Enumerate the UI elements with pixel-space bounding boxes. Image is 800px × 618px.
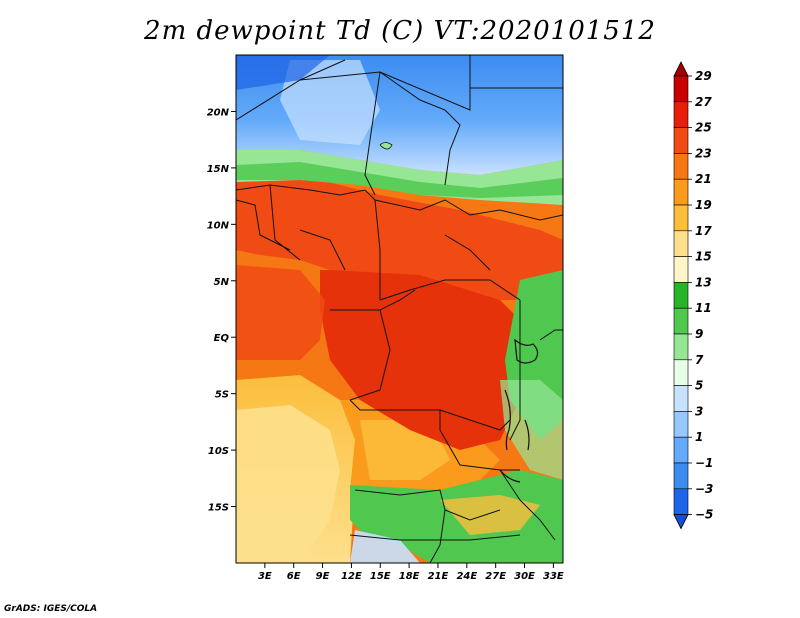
colorbar-label: 19 bbox=[695, 198, 712, 212]
southwest-light bbox=[350, 530, 420, 563]
lon-tick-label: 30E bbox=[514, 571, 535, 582]
colorbar-segment bbox=[673, 436, 689, 464]
lat-tick-label: 10S bbox=[208, 446, 229, 457]
lat-tick-label: 5S bbox=[215, 390, 229, 401]
colorbar-segment bbox=[673, 75, 689, 103]
colorbar-label: 25 bbox=[695, 121, 712, 135]
congo-basin-field bbox=[320, 270, 540, 450]
lon-tick-label: 33E bbox=[543, 571, 564, 582]
lat-tick-label: 5N bbox=[214, 277, 230, 288]
lon-tick-label: 27E bbox=[485, 571, 506, 582]
zambia-orange-patch bbox=[440, 495, 540, 535]
colorbar-label: 3 bbox=[695, 404, 703, 418]
grads-credit: GrADS: IGES/COLA bbox=[4, 604, 98, 614]
colorbar-segment bbox=[673, 307, 689, 335]
colorbar-segment bbox=[673, 333, 689, 361]
longitude-axis: 3E 6E 9E 12E 15E 18E 21E 24E 27E 30E 33E bbox=[258, 563, 564, 582]
colorbar-segment bbox=[673, 204, 689, 232]
dewpoint-field bbox=[236, 55, 563, 563]
colorbar-label: −3 bbox=[695, 482, 713, 496]
colorbar-label: 11 bbox=[695, 301, 712, 315]
colorbar-label: 17 bbox=[695, 224, 712, 238]
colorbar-label: 9 bbox=[695, 327, 703, 341]
colorbar-segment bbox=[673, 178, 689, 206]
lon-tick-label: 21E bbox=[428, 571, 449, 582]
colorbar-label: 5 bbox=[695, 379, 703, 393]
colorbar-label: −5 bbox=[695, 508, 713, 522]
lat-tick-label: 20N bbox=[207, 107, 230, 118]
colorbar-label: 15 bbox=[695, 250, 712, 264]
chart-title: 2m dewpoint Td (C) VT:2020101512 bbox=[144, 16, 656, 46]
lat-tick-label: 15N bbox=[207, 164, 230, 175]
sahara-light-patch bbox=[280, 60, 380, 145]
colorbar-segment bbox=[673, 411, 689, 438]
colorbar-segment bbox=[673, 127, 689, 154]
colorbar-label: 13 bbox=[695, 275, 712, 289]
lon-tick-label: 24E bbox=[456, 571, 477, 582]
colorbar-label: 7 bbox=[695, 353, 704, 367]
lon-tick-label: 18E bbox=[399, 571, 420, 582]
lake-chad bbox=[379, 142, 393, 150]
lon-tick-label: 9E bbox=[316, 571, 330, 582]
colorbar-segment bbox=[673, 153, 689, 180]
colorbar-label: 29 bbox=[695, 69, 712, 83]
colorbar-segment bbox=[673, 462, 689, 490]
sahel-green bbox=[236, 162, 563, 198]
gulf-guinea-field bbox=[236, 265, 325, 360]
colorbar-segment bbox=[673, 230, 689, 257]
map-frame bbox=[235, 54, 564, 564]
colorbar-segment bbox=[673, 256, 689, 283]
lon-tick-label: 6E bbox=[287, 571, 301, 582]
colorbar-label: 23 bbox=[695, 146, 712, 160]
sahara-dark-patch bbox=[236, 55, 330, 90]
colorbar-bottom-arrow bbox=[673, 514, 689, 530]
colorbar: 29 27 25 23 21 19 17 15 13 11 9 7 5 3 1 −1 −3 −5 bbox=[673, 61, 713, 530]
south-atlantic-light bbox=[236, 405, 340, 563]
colorbar-segment bbox=[673, 282, 689, 309]
latitude-axis: 20N 15N 10N 5N EQ 5S 10S 15S bbox=[207, 107, 236, 514]
colorbar-segment bbox=[673, 385, 689, 412]
lon-tick-label: 12E bbox=[341, 571, 362, 582]
lat-tick-label: EQ bbox=[214, 333, 230, 344]
lon-tick-label: 15E bbox=[370, 571, 391, 582]
colorbar-segment bbox=[673, 101, 689, 128]
east-africa-light bbox=[500, 380, 563, 480]
colorbar-top-arrow bbox=[673, 61, 689, 77]
colorbar-label: −1 bbox=[695, 456, 713, 470]
colorbar-label: 1 bbox=[695, 430, 703, 444]
colorbar-label: 21 bbox=[695, 172, 712, 186]
lat-tick-label: 10N bbox=[207, 220, 230, 231]
west-africa-field bbox=[236, 175, 563, 300]
lat-tick-label: 15S bbox=[208, 503, 229, 514]
lakes bbox=[499, 338, 539, 483]
colorbar-segment bbox=[673, 488, 689, 515]
lon-tick-label: 3E bbox=[258, 571, 272, 582]
colorbar-label: 27 bbox=[695, 95, 712, 109]
colorbar-segment bbox=[673, 359, 689, 386]
